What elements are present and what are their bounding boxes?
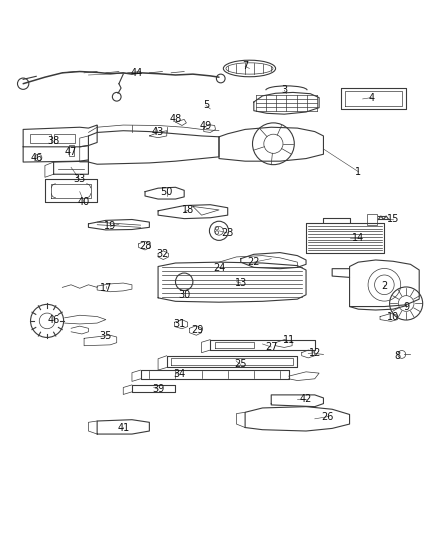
Text: 44: 44 [130,68,142,78]
Text: 13: 13 [235,278,247,288]
Text: 42: 42 [300,394,312,404]
Text: 10: 10 [387,312,399,321]
Text: 2: 2 [381,281,388,291]
Text: 26: 26 [321,411,334,422]
Text: 18: 18 [182,205,194,215]
Text: 25: 25 [234,359,247,369]
Bar [69,144,74,156]
Text: 9: 9 [403,302,409,312]
Text: 7: 7 [242,61,248,71]
Text: 38: 38 [47,136,60,146]
Text: 33: 33 [74,174,86,184]
Text: 47: 47 [65,148,77,157]
Bar [30,134,50,143]
Text: 11: 11 [283,335,295,345]
Text: 32: 32 [156,249,169,260]
Text: 46: 46 [30,152,42,163]
Text: 28: 28 [139,240,151,251]
Text: 14: 14 [352,233,364,243]
Text: 19: 19 [104,221,117,231]
Text: 24: 24 [213,263,225,273]
Text: 12: 12 [308,348,321,358]
Text: 30: 30 [178,290,190,300]
Text: 23: 23 [222,228,234,238]
Text: 43: 43 [152,127,164,138]
Text: 34: 34 [174,369,186,379]
Text: 15: 15 [387,214,399,224]
Bar [367,214,377,225]
Text: 40: 40 [78,197,90,207]
Text: 8: 8 [394,351,400,361]
Text: 41: 41 [117,423,129,433]
Text: 46: 46 [47,314,60,325]
Text: 31: 31 [174,319,186,329]
Text: 50: 50 [161,187,173,197]
Text: 22: 22 [247,257,260,267]
Text: 48: 48 [170,114,182,124]
Text: 27: 27 [265,342,278,352]
Text: 3: 3 [281,85,287,95]
Text: 1: 1 [355,167,361,176]
Bar [53,134,74,143]
Text: 35: 35 [100,331,112,341]
Text: 4: 4 [368,93,374,103]
Text: 39: 39 [152,384,164,394]
Text: 5: 5 [203,100,209,110]
Text: 29: 29 [191,325,203,335]
Text: 49: 49 [200,122,212,131]
Text: 17: 17 [100,283,112,293]
